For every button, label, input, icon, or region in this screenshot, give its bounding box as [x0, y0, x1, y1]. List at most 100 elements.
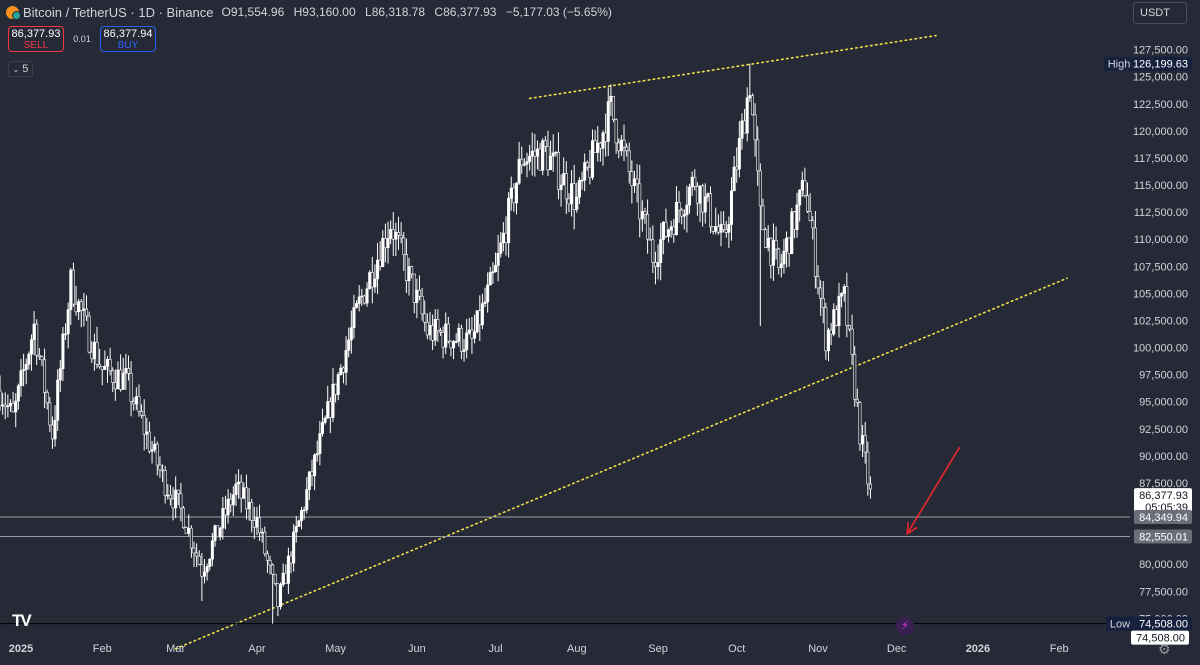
candle-body: [821, 297, 825, 308]
candle-body: [577, 180, 581, 198]
low-label-bg: [1106, 616, 1134, 631]
currency-selector[interactable]: USDT: [1133, 2, 1187, 24]
candle-body: [750, 95, 754, 116]
candle-body: [100, 366, 104, 370]
candle-body: [265, 553, 269, 561]
x-tick-label: Feb: [1050, 643, 1069, 655]
candle-body: [92, 341, 96, 360]
candle-body: [538, 148, 542, 171]
candle-body: [517, 158, 521, 184]
candle-body: [284, 572, 288, 584]
candle-body: [795, 204, 799, 230]
sell-button[interactable]: 86,377.93 SELL: [8, 26, 64, 52]
candle-body: [386, 238, 390, 249]
candle-body: [381, 238, 385, 267]
x-tick-label: Nov: [808, 643, 828, 655]
candle-body: [564, 173, 568, 200]
indicators-count: 5: [22, 63, 29, 75]
candle-body: [129, 373, 133, 402]
tradingview-logo-icon[interactable]: TV: [12, 611, 32, 630]
candle-body: [397, 232, 401, 236]
time-axis[interactable]: 2025 Feb Mar Apr May Jun Jul Aug Sep Oct Nov Dec 202…: [9, 643, 1069, 655]
flash-icon[interactable]: ⚡: [896, 617, 914, 635]
candle-body: [210, 540, 214, 560]
candle-body: [627, 150, 631, 172]
candle-body: [213, 525, 217, 542]
gear-icon[interactable]: ⚙: [1158, 641, 1171, 657]
candle-body: [861, 435, 865, 445]
high-value-badge-bg: [1134, 56, 1192, 71]
candle-body: [441, 331, 445, 348]
x-tick-label: 2026: [966, 643, 990, 655]
candle-body: [646, 214, 650, 240]
candle-body: [674, 201, 678, 235]
candle-body: [514, 182, 518, 204]
buy-button[interactable]: 86,377.94 BUY: [100, 26, 156, 52]
candle-body: [446, 323, 450, 342]
candle-body: [176, 489, 180, 495]
candle-body: [124, 368, 128, 374]
candle-body: [863, 435, 867, 453]
candle-body: [800, 180, 804, 191]
x-tick-label: Apr: [248, 643, 265, 655]
candle-body: [268, 560, 272, 566]
symbol-title[interactable]: Bitcoin / TetherUS · 1D · Binance: [23, 4, 214, 20]
candle-body: [58, 368, 62, 381]
candle-body: [669, 226, 673, 231]
candle-body: [412, 273, 416, 303]
y-tick-label: 97,500.00: [1139, 370, 1188, 382]
candle-body: [459, 327, 463, 352]
candle-body: [376, 259, 380, 280]
candle-body: [606, 101, 610, 142]
candle-body: [570, 183, 574, 205]
candle-body: [609, 95, 613, 102]
candle-body: [357, 296, 361, 304]
candle-body: [724, 229, 728, 233]
candle-body: [444, 323, 448, 348]
high-label: High: [1108, 59, 1131, 71]
candle-body: [572, 183, 576, 210]
candle-body: [457, 327, 461, 342]
x-tick-label: May: [325, 643, 346, 655]
candle-body: [1, 404, 5, 407]
candle-body: [50, 424, 54, 440]
candle-body: [659, 239, 663, 263]
candle-body: [98, 364, 102, 367]
candle-body: [811, 220, 815, 229]
candle-body: [43, 359, 47, 393]
candle-body: [819, 287, 823, 299]
candle-body: [22, 369, 26, 371]
candle-body: [465, 332, 469, 350]
candle-body: [546, 146, 550, 171]
y-tick-label: 77,500.00: [1139, 586, 1188, 598]
candle-body: [431, 325, 435, 341]
candle-body: [255, 517, 259, 528]
candle-body: [709, 193, 713, 228]
indicators-toggle[interactable]: ⌄ 5: [8, 61, 33, 77]
candle-body: [585, 162, 589, 168]
level-2-badge-bg: [1134, 529, 1192, 544]
candle-body: [698, 185, 702, 204]
candle-body: [543, 140, 547, 147]
candle-body: [383, 238, 387, 249]
y-tick-label: 100,000.00: [1133, 343, 1188, 355]
candle-body: [651, 239, 655, 263]
candle-body: [56, 379, 60, 421]
buy-label: BUY: [117, 40, 139, 51]
candle-body: [407, 266, 411, 281]
candle-body: [328, 401, 332, 418]
candle-body: [8, 402, 12, 407]
candle-body: [716, 226, 720, 233]
candle-body: [653, 262, 657, 267]
annotation-arrow-line: [906, 446, 961, 535]
level-1-badge: 84,349.94: [1134, 510, 1192, 525]
y-tick-label: 117,500.00: [1134, 153, 1188, 165]
candle-body: [294, 526, 298, 533]
y-tick-label: 112,500.00: [1134, 207, 1188, 219]
candle-body: [598, 142, 602, 149]
trendline-2: [174, 277, 1068, 650]
x-tick-label: 2025: [9, 643, 33, 655]
candle-body: [53, 420, 57, 440]
candle-body: [289, 555, 293, 564]
